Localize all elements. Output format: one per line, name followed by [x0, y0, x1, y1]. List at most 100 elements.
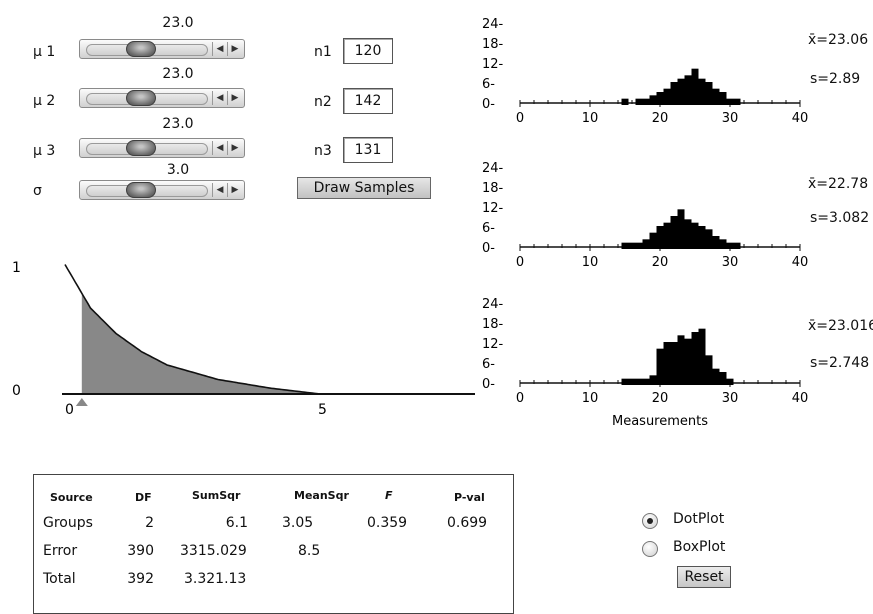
mu1-label: μ 1 [33, 44, 56, 60]
x-tick-label: 0 [516, 255, 524, 270]
y-tick-label: 0- [482, 377, 495, 392]
dotplot-group-1: 24- 18- 12- 6- 0- 0 10 20 30 40 [482, 17, 808, 126]
dot-stack [712, 368, 720, 385]
decrement-arrow-icon[interactable]: ◀ [212, 42, 227, 56]
dotplot-label[interactable]: DotPlot [673, 511, 725, 527]
y-tick-label: 6- [482, 357, 495, 372]
mu1-slider[interactable]: ◀ ▶ [79, 39, 245, 59]
y-tick-label: 0- [482, 241, 495, 256]
table-cell: 0.359 [367, 515, 408, 531]
y-tick-label: 12- [482, 201, 504, 216]
dot-stack [726, 98, 734, 105]
dot-stack [719, 372, 727, 385]
p-value-shaded-area [81, 293, 320, 394]
draw-samples-button[interactable]: Draw Samples [297, 177, 431, 199]
sd-stat-2: s=3.082 [810, 210, 870, 226]
dot-stack [691, 68, 699, 105]
dot-stack [698, 78, 706, 105]
dot-stack [649, 95, 657, 105]
dot-stack [663, 342, 671, 385]
table-cell: Total [43, 571, 76, 587]
x-axis-title: Measurements [612, 414, 708, 429]
mu1-value: 23.0 [162, 15, 194, 31]
sd-stat-3: s=2.748 [810, 355, 870, 371]
dot-stack [726, 242, 734, 249]
mu3-slider[interactable]: ◀ ▶ [79, 138, 245, 158]
increment-arrow-icon[interactable]: ▶ [227, 141, 242, 155]
y-tick-label: 6- [482, 221, 495, 236]
dotplots-panel: 24- 18- 12- 6- 0- 0 10 20 30 40 24- 18- 12- 6- 0- 0 10 2… [480, 0, 873, 450]
dot-stack [628, 378, 636, 385]
y-tick-label: 6- [482, 77, 495, 92]
dot-stack [691, 332, 699, 385]
dot-stack [656, 226, 664, 249]
dot-stack [733, 242, 741, 249]
dot-stack [621, 98, 629, 105]
table-cell: 3.05 [282, 515, 314, 531]
sigma-slider[interactable]: ◀ ▶ [79, 180, 245, 200]
reset-button[interactable]: Reset [677, 566, 731, 588]
n1-input[interactable]: 120 [343, 38, 393, 64]
n3-input[interactable]: 131 [343, 137, 393, 163]
decrement-arrow-icon[interactable]: ◀ [212, 91, 227, 105]
y-tick-label: 18- [482, 181, 504, 196]
dotplot-group-3: 24- 18- 12- 6- 0- 0 10 20 30 40 Measurements [482, 297, 809, 429]
dotplot-radio[interactable] [642, 513, 658, 529]
x-tick-label: 30 [722, 391, 739, 406]
dot-stack [649, 375, 657, 385]
slider-thumb[interactable] [126, 90, 156, 106]
slider-thumb[interactable] [126, 140, 156, 156]
increment-arrow-icon[interactable]: ▶ [227, 183, 242, 197]
x-tick-label: 40 [792, 391, 809, 406]
y-tick-label: 24- [482, 17, 504, 32]
dot-stack [663, 88, 671, 105]
decrement-arrow-icon[interactable]: ◀ [212, 141, 227, 155]
dot-stack [663, 222, 671, 249]
dot-stack [656, 92, 664, 105]
column-header: MeanSqr [294, 489, 349, 502]
boxplot-label[interactable]: BoxPlot [673, 539, 726, 555]
column-header: P-val [454, 491, 485, 504]
dot-stack [670, 82, 678, 105]
y-tick-label: 0- [482, 97, 495, 112]
increment-arrow-icon[interactable]: ▶ [227, 42, 242, 56]
y-tick-label: 24- [482, 161, 504, 176]
dot-stack [684, 338, 692, 385]
decrement-arrow-icon[interactable]: ◀ [212, 183, 227, 197]
dot-stack [705, 229, 713, 249]
density-curve [64, 264, 321, 395]
y-tick-label: 12- [482, 337, 504, 352]
mean-stat-2: x̄=22.78 [808, 176, 869, 192]
dot-stack [698, 226, 706, 249]
boxplot-radio[interactable] [642, 541, 658, 557]
x-tick-label: 20 [652, 111, 669, 126]
mu3-label: μ 3 [33, 143, 56, 159]
dot-stack [628, 242, 636, 249]
anova-table: Source DF SumSqr MeanSqr F P-val Groups … [33, 474, 514, 614]
dot-stack [621, 378, 629, 385]
slider-thumb[interactable] [126, 41, 156, 57]
mu2-slider[interactable]: ◀ ▶ [79, 88, 245, 108]
y-tick-label: 24- [482, 297, 504, 312]
table-cell: 8.5 [298, 543, 321, 559]
dot-stack [684, 219, 692, 249]
slider-thumb[interactable] [126, 182, 156, 198]
dot-stack [719, 239, 727, 249]
f-statistic-marker-icon[interactable] [75, 398, 88, 406]
radio-selected-dot [647, 518, 653, 524]
dot-stack [656, 348, 664, 385]
x-tick-label: 30 [722, 255, 739, 270]
mu2-value: 23.0 [162, 66, 194, 82]
n2-input[interactable]: 142 [343, 88, 393, 114]
x-tick-label: 20 [652, 255, 669, 270]
dot-stack [705, 82, 713, 105]
table-cell: 3315.029 [180, 543, 247, 559]
table-cell: 390 [127, 543, 154, 559]
dot-stack [698, 328, 706, 385]
table-cell: Groups [43, 515, 93, 531]
x-tick-label: 30 [722, 111, 739, 126]
dot-stack [670, 342, 678, 385]
dot-stack [670, 216, 678, 249]
dot-stack [705, 355, 713, 385]
increment-arrow-icon[interactable]: ▶ [227, 91, 242, 105]
